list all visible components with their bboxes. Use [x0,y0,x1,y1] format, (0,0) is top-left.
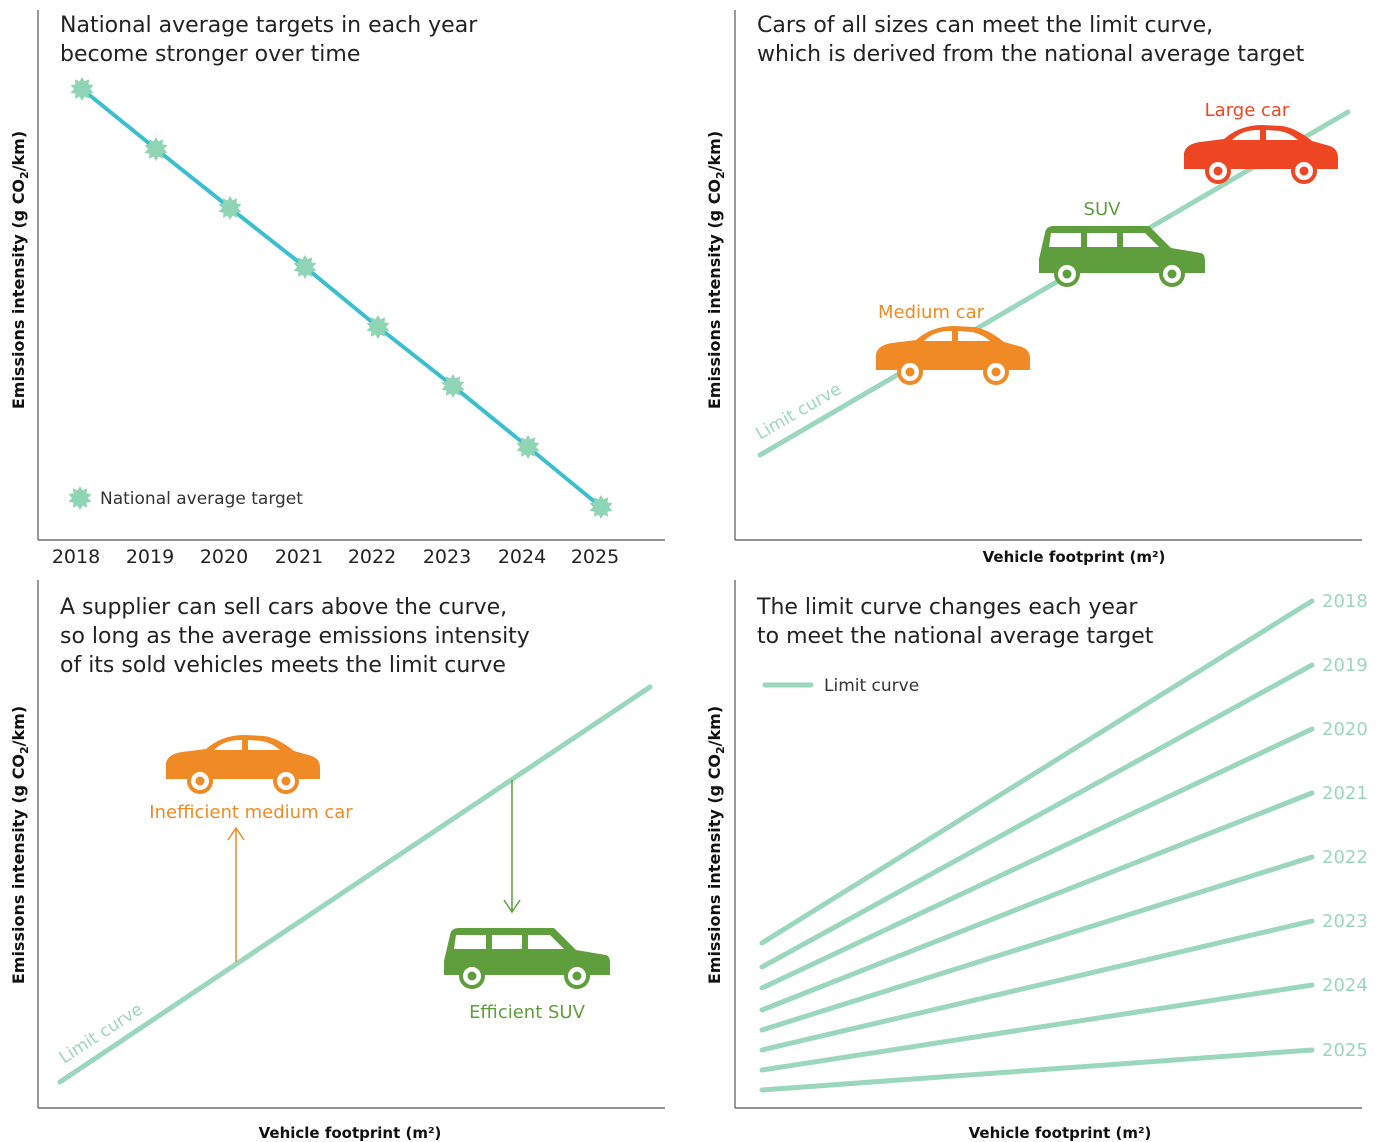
limit-curve [759,598,1315,946]
title: which is derived from the national avera… [757,42,1305,67]
limit-curve [759,1047,1315,1093]
year-label: 2021 [275,546,323,568]
car-icon [166,735,320,794]
year-label: 2018 [52,546,100,568]
title: of its sold vehicles meets the limit cur… [60,653,506,678]
year-label: 2021 [1322,783,1368,804]
year-label: 2022 [348,546,396,568]
x-axis-label: Vehicle footprint (m²) [983,548,1166,566]
title: The limit curve changes each year [756,595,1138,620]
panel-3: A supplier can sell cars above the curve… [9,580,665,1142]
panel-2: Cars of all sizes can meet the limit cur… [705,10,1362,566]
target-line [80,87,603,509]
limit-curve [57,684,653,1085]
car-icon [1039,226,1205,287]
target-marker [218,196,242,220]
year-label: 2020 [200,546,248,568]
car-label: Inefficient medium car [149,802,353,823]
car-label: Efficient SUV [469,1002,586,1023]
year-label: 2018 [1322,591,1368,612]
panel-4: The limit curve changes each year to mee… [705,580,1368,1142]
year-label: 2024 [498,546,546,568]
legend-label: National average target [100,489,303,509]
year-label: 2022 [1322,847,1368,868]
year-label: 2025 [1322,1040,1368,1061]
limit-curve [759,982,1315,1073]
title: Cars of all sizes can meet the limit cur… [757,13,1213,38]
title: become stronger over time [60,42,360,67]
year-label: 2019 [126,546,174,568]
year-label: 2023 [423,546,471,568]
panel-1: National average targets in each year be… [9,10,665,568]
legend-marker [68,486,92,510]
target-marker [366,315,390,339]
title: A supplier can sell cars above the curve… [60,595,507,620]
target-marker [441,374,465,398]
y-axis-label: Emissions intensity (g CO2/km) [705,131,727,409]
title: to meet the national average target [757,624,1154,649]
arrow-up [227,826,245,962]
y-axis-label: Emissions intensity (g CO2/km) [705,706,727,984]
year-label: 2019 [1322,655,1368,676]
car-label: SUV [1084,199,1122,220]
car-icon [444,928,610,989]
arrow-down [503,780,521,914]
car-icon [876,326,1030,385]
target-marker [293,255,317,279]
target-marker [144,137,168,161]
limit-curve [759,918,1315,1053]
car-label: Medium car [878,302,985,323]
title: so long as the average emissions intensi… [60,624,530,649]
title: National average targets in each year [60,13,478,38]
limit-curve [759,662,1315,970]
car-label: Large car [1205,100,1290,121]
y-axis-label: Emissions intensity (g CO2/km) [9,706,31,984]
y-axis-label: Emissions intensity (g CO2/km) [9,131,31,409]
limit-curve [759,726,1315,991]
limit-curve [759,854,1315,1033]
year-label: 2023 [1322,911,1368,932]
target-marker [589,495,613,519]
legend-label: Limit curve [824,676,919,696]
target-marker [70,77,94,101]
limit-curve [757,109,1351,458]
x-axis-label: Vehicle footprint (m²) [969,1124,1152,1142]
year-label: 2025 [571,546,619,568]
target-marker [516,435,540,459]
limit-curve [759,790,1315,1013]
year-label: 2020 [1322,719,1368,740]
year-label: 2024 [1322,975,1368,996]
x-axis-label: Vehicle footprint (m²) [259,1124,442,1142]
